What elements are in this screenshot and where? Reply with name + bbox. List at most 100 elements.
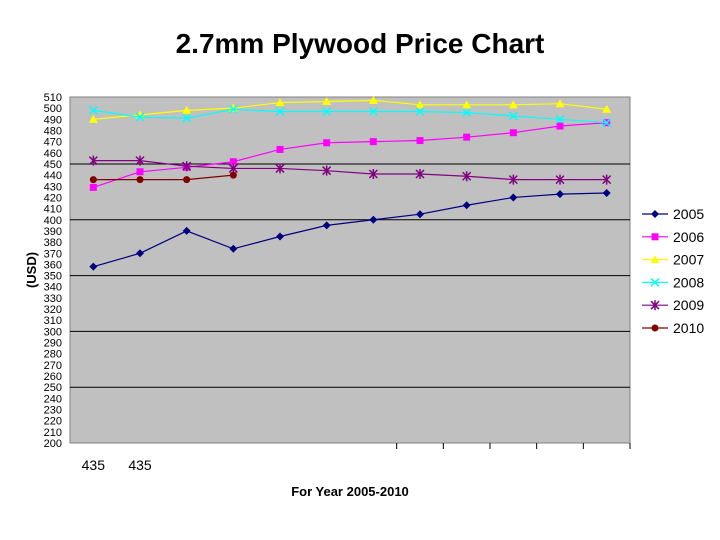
data-point-2009	[555, 174, 565, 185]
data-point-2007	[322, 96, 332, 105]
legend-item-2007: 2007	[642, 252, 704, 268]
data-point-2005	[182, 226, 191, 235]
data-point-2006	[463, 133, 471, 141]
data-point-2008	[462, 108, 472, 118]
data-point-2008	[322, 106, 332, 117]
y-tick-label: 240	[44, 393, 62, 405]
data-point-2007	[555, 99, 565, 108]
series-2007	[88, 95, 612, 123]
legend-item-2009: 2009	[642, 297, 704, 313]
y-tick-label: 470	[44, 137, 62, 149]
y-tick-label: 200	[44, 438, 62, 450]
y-tick-label: 310	[44, 315, 62, 327]
series-2005	[89, 188, 611, 271]
x-tick-label: 435	[82, 457, 106, 473]
data-point-2005	[462, 201, 471, 210]
data-point-2005	[556, 190, 564, 199]
data-point-2007	[508, 100, 518, 109]
data-point-2010	[89, 176, 97, 184]
data-point-2005	[89, 262, 98, 271]
data-point-2006	[136, 168, 144, 176]
data-point-2008	[88, 105, 98, 115]
data-point-2006	[369, 138, 377, 146]
series-2010	[89, 171, 237, 184]
legend-label: 2006	[673, 229, 704, 245]
data-point-2009	[182, 161, 192, 172]
data-point-2009	[602, 174, 612, 185]
legend-item-2006: 2006	[642, 229, 704, 245]
series-line-2008	[93, 108, 607, 124]
data-point-2005	[509, 193, 518, 202]
y-tick-label: 340	[44, 282, 62, 294]
series-line-2007	[93, 99, 607, 120]
data-point-2006	[509, 129, 517, 137]
y-tick-label: 210	[44, 427, 62, 439]
series-line-2009	[93, 160, 607, 181]
legend-label: 2010	[673, 320, 704, 336]
legend-label: 2005	[673, 206, 704, 222]
legend-label: 2008	[673, 274, 704, 290]
data-point-2007	[182, 105, 192, 114]
data-point-2007	[415, 100, 425, 109]
legend-marker	[651, 210, 659, 218]
data-point-2008	[508, 111, 518, 121]
data-point-2008	[555, 114, 565, 124]
y-tick-label: 500	[44, 103, 62, 115]
series-line-2010	[93, 174, 234, 181]
y-tick-label: 450	[44, 159, 62, 171]
x-axis-ticks: 435 435	[82, 443, 631, 473]
data-point-2005	[136, 249, 144, 258]
data-point-2009	[415, 169, 425, 180]
y-tick-label: 290	[44, 338, 62, 350]
data-point-2009	[88, 155, 98, 166]
data-point-2006	[323, 139, 331, 147]
data-point-2007	[275, 98, 285, 107]
data-point-2008	[275, 106, 285, 117]
legend-item-2010: 2010	[642, 320, 704, 336]
y-tick-label: 400	[44, 215, 62, 227]
data-point-2005	[602, 188, 611, 197]
series-2009	[88, 155, 612, 185]
data-point-2010	[183, 176, 191, 184]
data-point-2007	[462, 100, 472, 109]
data-point-2009	[322, 165, 332, 176]
data-point-2006	[89, 183, 97, 191]
chart-title: 2.7mm Plywood Price Chart	[176, 28, 545, 59]
data-point-2007	[602, 104, 612, 113]
y-tick-label: 390	[44, 226, 62, 238]
y-tick-label: 490	[44, 114, 62, 126]
data-point-2005	[229, 244, 238, 253]
data-point-2009	[368, 169, 378, 180]
legend-marker	[650, 255, 660, 264]
y-tick-label: 320	[44, 304, 62, 316]
x-axis-label: For Year 2005-2010	[291, 484, 409, 499]
y-tick-label: 420	[44, 192, 62, 204]
series-2008	[88, 104, 612, 128]
legend-marker	[650, 277, 660, 287]
y-tick-label: 330	[44, 293, 62, 305]
data-point-2008	[602, 118, 612, 128]
y-tick-label: 250	[44, 382, 62, 394]
data-point-2010	[229, 171, 237, 179]
y-tick-label: 360	[44, 259, 62, 271]
y-tick-label: 260	[44, 371, 62, 383]
x-tick-label: 435	[128, 457, 152, 473]
series-line-2006	[93, 122, 607, 188]
y-tick-label: 410	[44, 204, 62, 216]
legend-marker	[650, 300, 660, 311]
legend-item-2005: 2005	[642, 206, 704, 222]
data-point-2005	[369, 215, 378, 224]
y-tick-label: 230	[44, 405, 62, 417]
data-point-2006	[276, 145, 284, 153]
y-tick-label: 480	[44, 125, 62, 137]
data-point-2010	[136, 176, 144, 184]
data-point-2009	[275, 163, 285, 174]
y-tick-label: 510	[44, 92, 62, 104]
legend-item-2008: 2008	[642, 274, 704, 290]
data-point-2008	[182, 113, 192, 123]
data-point-2008	[135, 112, 145, 122]
y-tick-label: 370	[44, 248, 62, 260]
data-point-2005	[416, 210, 424, 219]
y-tick-label: 440	[44, 170, 62, 182]
